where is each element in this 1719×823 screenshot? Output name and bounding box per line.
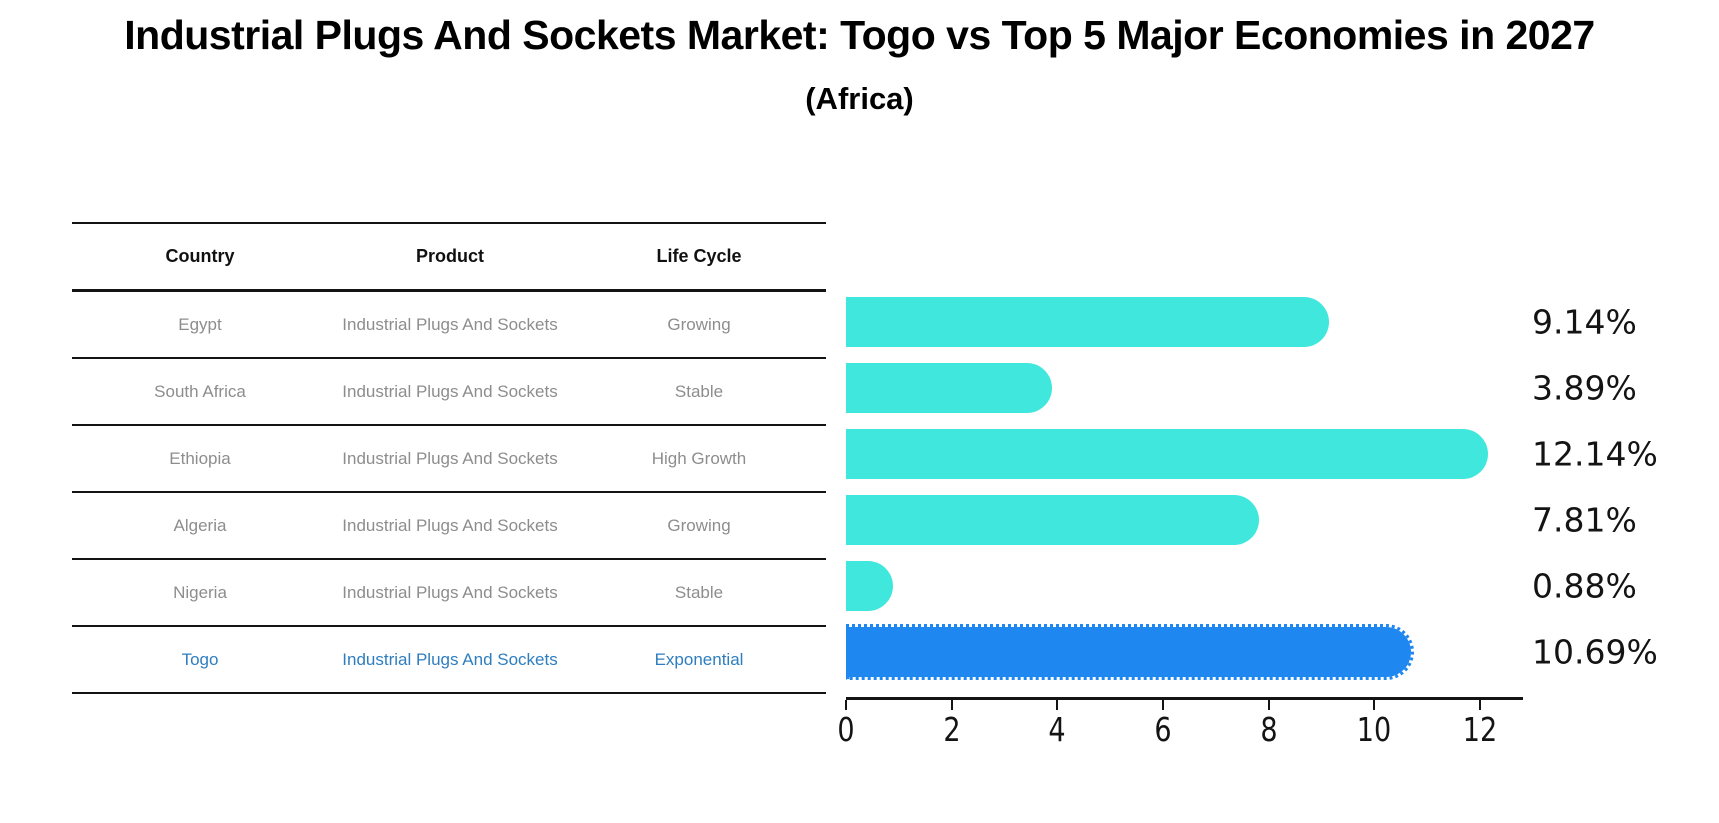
axis-tick-label: 0: [837, 710, 855, 749]
bar: [846, 624, 1414, 680]
axis-tick-label: 12: [1462, 710, 1498, 749]
cell-product: Industrial Plugs And Sockets: [342, 649, 558, 669]
column-header-country: Country: [165, 246, 235, 266]
table-body: Egypt Industrial Plugs And Sockets Growi…: [72, 292, 826, 694]
bar: [846, 429, 1488, 479]
bar-row: 3.89%: [846, 355, 1719, 421]
bar-plot-area: 9.14% 3.89% 12.14% 7.81% 0.88% 10.69%: [846, 289, 1719, 685]
title-block: Industrial Plugs And Sockets Market: Tog…: [0, 0, 1719, 117]
cell-life-cycle: High Growth: [651, 448, 747, 468]
axis-tick: [1162, 700, 1165, 710]
chart-title: Industrial Plugs And Sockets Market: Tog…: [124, 12, 1595, 58]
bar-value-label: 9.14%: [1532, 302, 1637, 342]
axis-tick: [845, 700, 847, 710]
bar: [846, 495, 1259, 545]
bar-row: 10.69%: [846, 619, 1719, 685]
column-header-life-cycle: Life Cycle: [656, 246, 742, 266]
bar-row: 7.81%: [846, 487, 1719, 553]
cell-life-cycle: Growing: [667, 515, 731, 535]
bar-value-label: 10.69%: [1532, 632, 1658, 672]
axis-tick-label: 2: [943, 710, 961, 749]
bar-value-label: 0.88%: [1532, 566, 1637, 606]
axis-tick: [1373, 700, 1376, 710]
axis-tick-label: 4: [1048, 710, 1067, 749]
column-header-product: Product: [415, 246, 484, 266]
table-row: South Africa Industrial Plugs And Socket…: [72, 359, 826, 426]
axis-tick-label: 6: [1154, 710, 1172, 749]
axis-tick: [950, 700, 953, 710]
axis-tick-label: 8: [1260, 710, 1278, 749]
table-row: Ethiopia Industrial Plugs And Sockets Hi…: [72, 426, 826, 493]
cell-country: Algeria: [173, 515, 227, 535]
table-row: Algeria Industrial Plugs And Sockets Gro…: [72, 493, 826, 560]
bar: [846, 297, 1329, 347]
bar-value-label: 3.89%: [1532, 368, 1637, 408]
cell-product: Industrial Plugs And Sockets: [342, 381, 558, 401]
cell-product: Industrial Plugs And Sockets: [342, 515, 558, 535]
axis-tick: [1056, 700, 1059, 710]
table-row: Nigeria Industrial Plugs And Sockets Sta…: [72, 560, 826, 627]
country-table: Country Product Life Cycle Egypt Industr…: [72, 222, 826, 694]
bar: [846, 561, 893, 611]
cell-country: Ethiopia: [169, 448, 231, 468]
bar-value-label: 12.14%: [1532, 434, 1658, 474]
cell-life-cycle: Growing: [667, 314, 731, 334]
bar-row: 12.14%: [846, 421, 1719, 487]
cell-country: South Africa: [154, 381, 246, 401]
bar-row: 9.14%: [846, 289, 1719, 355]
cell-life-cycle: Stable: [674, 381, 724, 401]
cell-country: Egypt: [178, 314, 222, 334]
axis-tick: [1267, 700, 1270, 710]
cell-life-cycle: Exponential: [654, 649, 744, 669]
bar: [846, 363, 1052, 413]
cell-country: Togo: [181, 649, 219, 669]
cell-product: Industrial Plugs And Sockets: [342, 582, 558, 602]
table-row: Togo Industrial Plugs And Sockets Expone…: [72, 627, 826, 694]
cell-life-cycle: Stable: [674, 582, 724, 602]
bar-value-label: 7.81%: [1532, 500, 1637, 540]
bar-row: 0.88%: [846, 553, 1719, 619]
table-header-row: Country Product Life Cycle: [72, 222, 826, 292]
x-axis: 0 2 4 6 8 10 12: [837, 697, 1523, 749]
axis-tick-label: 10: [1357, 710, 1392, 749]
cell-product: Industrial Plugs And Sockets: [342, 314, 558, 334]
cell-product: Industrial Plugs And Sockets: [342, 448, 558, 468]
cell-country: Nigeria: [173, 582, 227, 602]
chart-subtitle: (Africa): [805, 81, 914, 116]
axis-tick: [1479, 700, 1482, 710]
table-row: Egypt Industrial Plugs And Sockets Growi…: [72, 292, 826, 359]
